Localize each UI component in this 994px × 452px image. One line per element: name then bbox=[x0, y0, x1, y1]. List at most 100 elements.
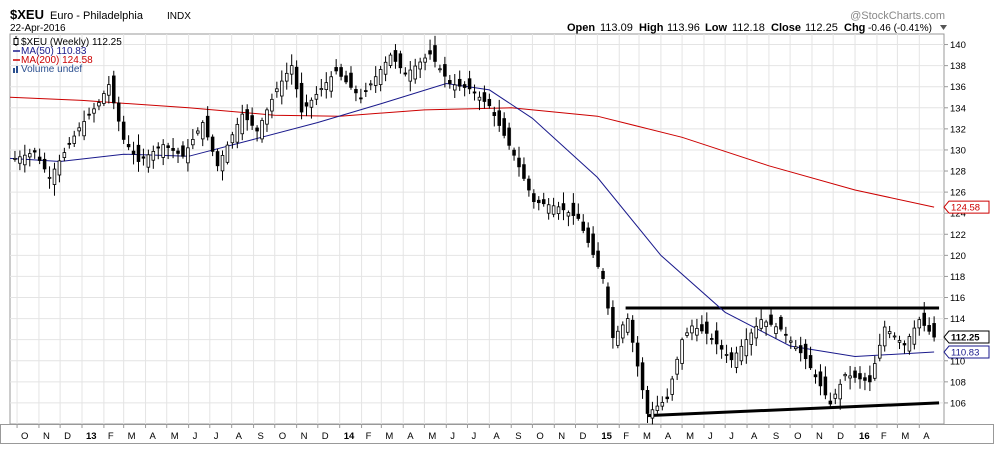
candle-body bbox=[492, 112, 497, 116]
candle-body bbox=[818, 371, 823, 387]
candle-body bbox=[171, 148, 175, 151]
x-tick-label: N bbox=[301, 431, 308, 442]
candle-body bbox=[418, 61, 422, 70]
candle-body bbox=[546, 204, 551, 214]
candle-body bbox=[77, 127, 81, 132]
candle-body bbox=[813, 374, 818, 378]
volume-bars-icon bbox=[13, 66, 18, 73]
candle-body bbox=[789, 340, 793, 343]
candle-body bbox=[32, 150, 37, 153]
candle-body bbox=[532, 193, 536, 202]
candle-body bbox=[383, 61, 388, 75]
legend-item-ma200: MA(200) 124.58 bbox=[13, 55, 93, 66]
x-tick-label: O bbox=[21, 431, 28, 442]
candle-body bbox=[196, 130, 200, 134]
candle-body bbox=[408, 69, 413, 82]
x-tick-label: M bbox=[128, 431, 136, 442]
candle-body bbox=[102, 93, 106, 104]
y-tick-label: 138 bbox=[950, 61, 966, 72]
x-tick-label: M bbox=[686, 431, 694, 442]
ma200-line bbox=[9, 96, 935, 208]
price-tag-box bbox=[943, 200, 990, 214]
candle-body bbox=[803, 343, 808, 360]
x-tick-label: S bbox=[258, 431, 264, 442]
candle-body bbox=[774, 326, 778, 334]
candle-body bbox=[62, 152, 67, 158]
candle-body bbox=[423, 57, 427, 63]
legend-item-ma50: MA(50) 110.83 bbox=[13, 46, 87, 57]
candle-body bbox=[413, 65, 417, 80]
candle-body bbox=[591, 233, 595, 255]
legend-item-price: $XEU (Weekly) 112.25 bbox=[13, 36, 122, 48]
candle-body bbox=[897, 340, 902, 343]
candle-body bbox=[833, 393, 838, 399]
x-tick-label: N bbox=[558, 431, 565, 442]
candle-body bbox=[581, 221, 586, 231]
chart-header: $XEU Euro - Philadelphia INDX 22-Apr-201… bbox=[10, 7, 947, 34]
y-tick-label: 126 bbox=[950, 188, 966, 199]
candle-body bbox=[522, 164, 526, 179]
candle-body bbox=[932, 323, 936, 338]
candle-body bbox=[289, 65, 294, 75]
y-tick-label: 140 bbox=[950, 40, 966, 51]
candle-body bbox=[457, 78, 462, 87]
candle-body bbox=[635, 342, 640, 367]
candle-body bbox=[645, 390, 650, 414]
candle-body bbox=[265, 109, 269, 125]
candle-body bbox=[319, 88, 324, 91]
candle-body bbox=[28, 153, 32, 158]
candle-body bbox=[205, 115, 210, 138]
candle-body bbox=[329, 76, 333, 92]
candle-body bbox=[13, 157, 17, 160]
candle-body bbox=[586, 227, 590, 243]
ohlc-low-value: 112.18 bbox=[732, 22, 765, 34]
candle-body bbox=[52, 168, 57, 185]
x-tick-label: O bbox=[279, 431, 286, 442]
candle-body bbox=[922, 312, 926, 326]
candle-body bbox=[57, 160, 62, 176]
candle-body bbox=[67, 142, 72, 145]
candle-body bbox=[403, 72, 408, 75]
y-tick-label: 124 bbox=[950, 209, 966, 220]
candle-body bbox=[700, 324, 704, 332]
candle-body bbox=[561, 203, 566, 211]
chevron-down-icon[interactable] bbox=[940, 25, 947, 30]
candle-body bbox=[601, 270, 605, 279]
candle-body bbox=[116, 102, 121, 122]
candle-body bbox=[695, 328, 699, 336]
candle-body bbox=[47, 176, 52, 179]
symbol-label: $XEU bbox=[10, 7, 44, 22]
ma200-layer bbox=[9, 96, 935, 208]
candle-body bbox=[606, 286, 610, 309]
ohlc-change-value: -0.46 (-0.41%) bbox=[868, 23, 932, 34]
candle-body bbox=[467, 78, 472, 90]
candle-body bbox=[438, 68, 442, 71]
candle-body bbox=[393, 50, 398, 62]
candle-body bbox=[754, 325, 758, 339]
candle-body bbox=[136, 144, 141, 162]
ohlc-readout: Open 113.09 High 113.96 Low 112.18 Close… bbox=[567, 22, 932, 34]
x-tick-label: J bbox=[708, 431, 713, 442]
candle-body bbox=[843, 374, 847, 377]
ohlc-close-value: 112.25 bbox=[805, 22, 838, 34]
candle-body bbox=[364, 90, 368, 92]
candle-body bbox=[443, 64, 447, 77]
x-tick-label: A bbox=[407, 431, 414, 442]
x-tick-label: 14 bbox=[344, 431, 355, 442]
candle-body bbox=[235, 124, 240, 143]
ohlc-high-label: High bbox=[639, 22, 664, 34]
candle-body bbox=[225, 144, 230, 163]
candle-body bbox=[181, 145, 185, 157]
x-tick-label: F bbox=[366, 431, 372, 442]
candle-body bbox=[433, 45, 437, 62]
candle-body bbox=[927, 325, 931, 332]
candle-body bbox=[230, 134, 235, 144]
candle-body bbox=[477, 96, 482, 101]
candle-body bbox=[398, 53, 403, 69]
candle-body bbox=[97, 102, 101, 107]
candle-icon bbox=[13, 36, 19, 46]
candle-body bbox=[571, 202, 576, 216]
candle-body bbox=[156, 146, 161, 149]
x-tick-label: J bbox=[193, 431, 198, 442]
